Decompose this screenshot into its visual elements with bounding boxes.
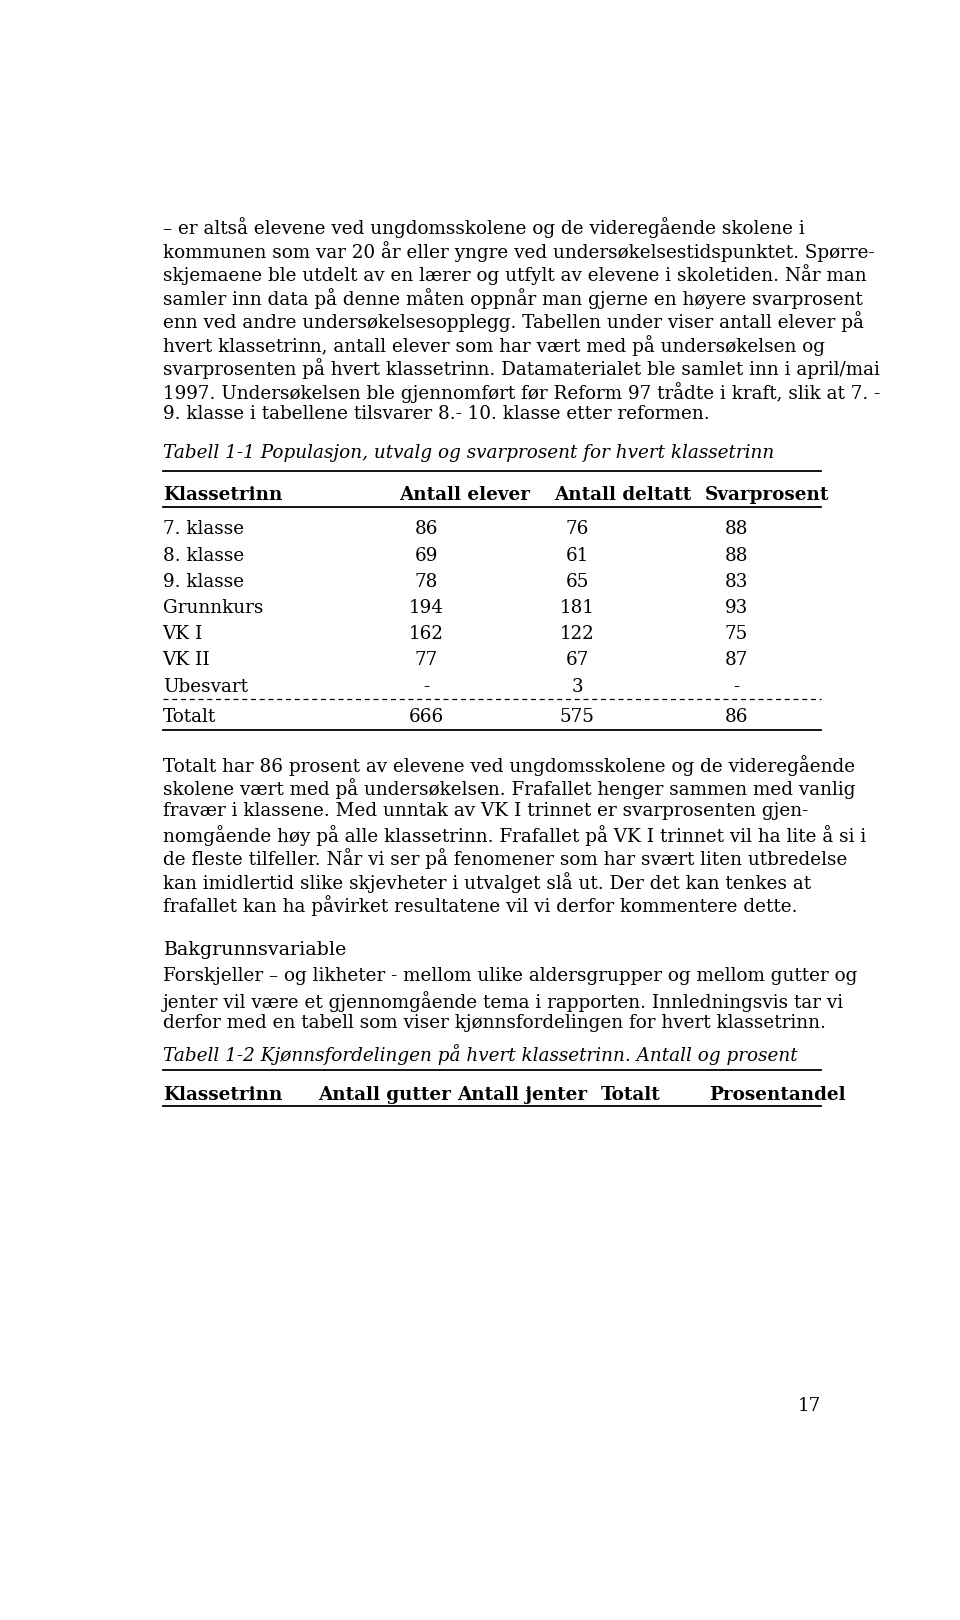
Text: 61: 61: [565, 546, 588, 565]
Text: derfor med en tabell som viser kjønnsfordelingen for hvert klassetrinn.: derfor med en tabell som viser kjønnsfor…: [162, 1014, 826, 1032]
Text: fravær i klassene. Med unntak av VK I trinnet er svarprosenten gjen-: fravær i klassene. Med unntak av VK I tr…: [162, 802, 808, 820]
Text: Forskjeller – og likheter - mellom ulike aldersgrupper og mellom gutter og: Forskjeller – og likheter - mellom ulike…: [162, 967, 857, 985]
Text: 76: 76: [565, 520, 588, 538]
Text: 162: 162: [409, 625, 444, 643]
Text: Grunnkurs: Grunnkurs: [162, 599, 263, 617]
Text: Bakgrunnsvariable: Bakgrunnsvariable: [162, 941, 346, 959]
Text: Klassetrinn: Klassetrinn: [162, 486, 282, 504]
Text: nomgående høy på alle klassetrinn. Frafallet på VK I trinnet vil ha lite å si i: nomgående høy på alle klassetrinn. Frafa…: [162, 825, 866, 846]
Text: 88: 88: [725, 520, 748, 538]
Text: 181: 181: [560, 599, 595, 617]
Text: Antall jenter: Antall jenter: [457, 1085, 588, 1103]
Text: 88: 88: [725, 546, 748, 565]
Text: skjemaene ble utdelt av en lærer og utfylt av elevene i skoletiden. Når man: skjemaene ble utdelt av en lærer og utfy…: [162, 264, 866, 285]
Text: Tabell 1-1 Populasjon, utvalg og svarprosent for hvert klassetrinn: Tabell 1-1 Populasjon, utvalg og svarpro…: [162, 444, 774, 462]
Text: VK I: VK I: [162, 625, 203, 643]
Text: 9. klasse: 9. klasse: [162, 573, 244, 591]
Text: Antall elever: Antall elever: [399, 486, 530, 504]
Text: Ubesvart: Ubesvart: [162, 677, 248, 695]
Text: 83: 83: [725, 573, 748, 591]
Text: 575: 575: [560, 708, 594, 726]
Text: 87: 87: [725, 651, 748, 669]
Text: 67: 67: [565, 651, 588, 669]
Text: Prosentandel: Prosentandel: [709, 1085, 846, 1103]
Text: 65: 65: [565, 573, 588, 591]
Text: 3: 3: [571, 677, 583, 695]
Text: Totalt: Totalt: [601, 1085, 660, 1103]
Text: Tabell 1-2 Kjønnsfordelingen på hvert klassetrinn. Antall og prosent: Tabell 1-2 Kjønnsfordelingen på hvert kl…: [162, 1043, 797, 1064]
Text: Totalt: Totalt: [162, 708, 216, 726]
Text: samler inn data på denne måten oppnår man gjerne en høyere svarprosent: samler inn data på denne måten oppnår ma…: [162, 288, 862, 309]
Text: -: -: [423, 677, 429, 695]
Text: 86: 86: [415, 520, 438, 538]
Text: 77: 77: [415, 651, 438, 669]
Text: Klassetrinn: Klassetrinn: [162, 1085, 282, 1103]
Text: frafallet kan ha påvirket resultatene vil vi derfor kommentere dette.: frafallet kan ha påvirket resultatene vi…: [162, 896, 797, 917]
Text: 122: 122: [560, 625, 594, 643]
Text: 78: 78: [415, 573, 438, 591]
Text: 69: 69: [415, 546, 438, 565]
Text: -: -: [733, 677, 739, 695]
Text: jenter vil være et gjennomgående tema i rapporten. Innledningsvis tar vi: jenter vil være et gjennomgående tema i …: [162, 990, 844, 1011]
Text: 93: 93: [725, 599, 748, 617]
Text: – er altså elevene ved ungdomsskolene og de videregående skolene i: – er altså elevene ved ungdomsskolene og…: [162, 217, 804, 238]
Text: 75: 75: [725, 625, 748, 643]
Text: hvert klassetrinn, antall elever som har vært med på undersøkelsen og: hvert klassetrinn, antall elever som har…: [162, 335, 825, 356]
Text: kan imidlertid slike skjevheter i utvalget slå ut. Der det kan tenkes at: kan imidlertid slike skjevheter i utvalg…: [162, 872, 811, 893]
Text: Svarprosent: Svarprosent: [706, 486, 829, 504]
Text: 666: 666: [409, 708, 444, 726]
Text: 194: 194: [409, 599, 444, 617]
Text: 8. klasse: 8. klasse: [162, 546, 244, 565]
Text: 17: 17: [798, 1396, 822, 1414]
Text: 9. klasse i tabellene tilsvarer 8.- 10. klasse etter reformen.: 9. klasse i tabellene tilsvarer 8.- 10. …: [162, 405, 709, 423]
Text: 1997. Undersøkelsen ble gjennomført før Reform 97 trådte i kraft, slik at 7. -: 1997. Undersøkelsen ble gjennomført før …: [162, 382, 880, 403]
Text: kommunen som var 20 år eller yngre ved undersøkelsestidspunktet. Spørre-: kommunen som var 20 år eller yngre ved u…: [162, 241, 875, 262]
Text: svarprosenten på hvert klassetrinn. Datamaterialet ble samlet inn i april/mai: svarprosenten på hvert klassetrinn. Data…: [162, 358, 879, 379]
Text: Antall gutter: Antall gutter: [318, 1085, 450, 1103]
Text: Antall deltatt: Antall deltatt: [554, 486, 691, 504]
Text: de fleste tilfeller. Når vi ser på fenomener som har svært liten utbredelse: de fleste tilfeller. Når vi ser på fenom…: [162, 849, 847, 870]
Text: Totalt har 86 prosent av elevene ved ungdomsskolene og de videregående: Totalt har 86 prosent av elevene ved ung…: [162, 755, 854, 776]
Text: VK II: VK II: [162, 651, 210, 669]
Text: 7. klasse: 7. klasse: [162, 520, 244, 538]
Text: enn ved andre undersøkelsesopplegg. Tabellen under viser antall elever på: enn ved andre undersøkelsesopplegg. Tabe…: [162, 311, 863, 332]
Text: 86: 86: [725, 708, 748, 726]
Text: skolene vært med på undersøkelsen. Frafallet henger sammen med vanlig: skolene vært med på undersøkelsen. Frafa…: [162, 778, 855, 799]
